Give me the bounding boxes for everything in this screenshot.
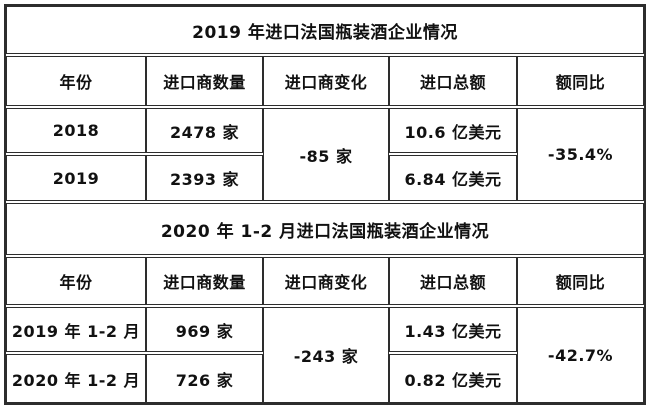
section-1-row-2018-total: 10.6 亿美元	[389, 108, 517, 153]
section-2-row-2019-importers: 969 家	[146, 307, 263, 352]
section-1-yoy-merged: -35.4%	[517, 108, 644, 201]
section-1-header-importer-count: 进口商数量	[146, 56, 263, 106]
section-1-header-importer-change: 进口商变化	[263, 56, 389, 106]
table-grid: 2019 年进口法国瓶装酒企业情况 年份 进口商数量 进口商变化 进口总额 额同…	[6, 6, 644, 403]
section-2-header-import-total: 进口总额	[389, 257, 517, 305]
section-1-row-2019-importers: 2393 家	[146, 155, 263, 201]
wine-import-table: 2019 年进口法国瓶装酒企业情况 年份 进口商数量 进口商变化 进口总额 额同…	[4, 4, 646, 405]
section-2-header-year: 年份	[6, 257, 146, 305]
section-1-row-2018-importers: 2478 家	[146, 108, 263, 153]
section-1-row-2018-year: 2018	[6, 108, 146, 153]
section-1-header-year: 年份	[6, 56, 146, 106]
section-2-header-yoy: 额同比	[517, 257, 644, 305]
section-1-row-2019-year: 2019	[6, 155, 146, 201]
section-1-change-merged: -85 家	[263, 108, 389, 201]
section-2-title: 2020 年 1-2 月进口法国瓶装酒企业情况	[6, 203, 644, 255]
section-1-header-import-total: 进口总额	[389, 56, 517, 106]
section-2-row-2020-year: 2020 年 1-2 月	[6, 354, 146, 403]
section-2-header-importer-count: 进口商数量	[146, 257, 263, 305]
section-2-header-importer-change: 进口商变化	[263, 257, 389, 305]
section-2-row-2019-year: 2019 年 1-2 月	[6, 307, 146, 352]
section-1-header-yoy: 额同比	[517, 56, 644, 106]
section-2-row-2020-total: 0.82 亿美元	[389, 354, 517, 403]
section-2-change-merged: -243 家	[263, 307, 389, 403]
section-2-yoy-merged: -42.7%	[517, 307, 644, 403]
section-1-title: 2019 年进口法国瓶装酒企业情况	[6, 6, 644, 54]
section-2-row-2019-total: 1.43 亿美元	[389, 307, 517, 352]
section-2-row-2020-importers: 726 家	[146, 354, 263, 403]
section-1-row-2019-total: 6.84 亿美元	[389, 155, 517, 201]
